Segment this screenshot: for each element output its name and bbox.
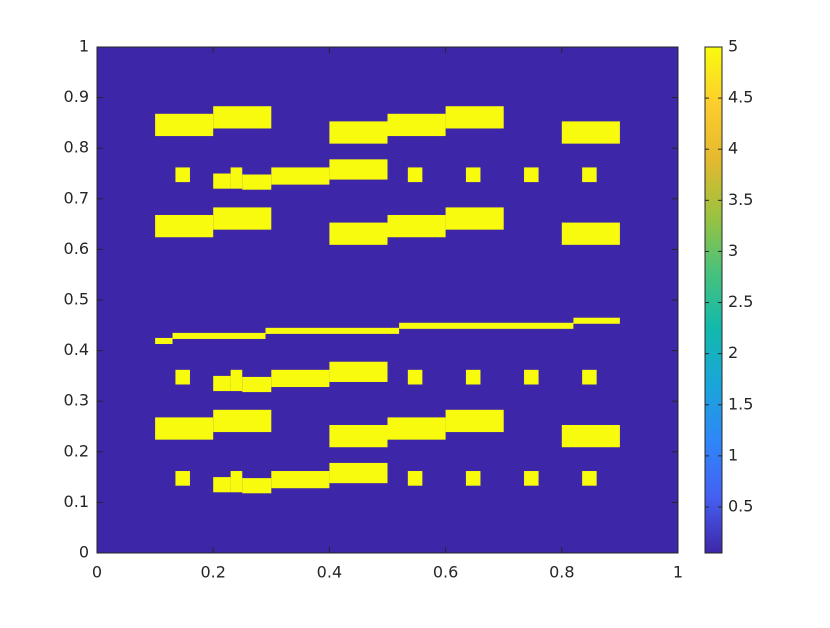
cell-block [155,417,214,440]
cell-block [465,471,481,486]
cell-block [582,369,597,385]
cell-block [175,167,190,183]
cell-block [175,471,190,486]
cell-block [465,167,481,183]
cell-block [329,424,388,448]
colorbar-tick-label: 3.5 [728,190,753,209]
cell-block [329,121,388,144]
cell-block [265,327,400,334]
cell-block [582,471,597,486]
cell-block [213,207,272,230]
cell-block [561,222,620,245]
colorbar [704,46,723,554]
y-tick-label: 0.5 [64,290,89,309]
cell-block [242,376,272,393]
cell-block [407,369,423,385]
x-tick-label: 0.6 [433,563,458,582]
cell-block [407,167,423,183]
cell-block [387,113,446,137]
cell-block [399,322,574,329]
cell-block [155,214,214,238]
cell-block [271,369,330,388]
cell-block [172,332,266,339]
cell-block [573,317,620,324]
colorbar-tick-label: 1 [728,445,738,464]
cell-block [271,167,330,185]
cell-block [230,471,243,493]
y-tick-label: 0.7 [64,188,89,207]
cell-block [175,369,190,385]
cell-block [329,361,388,382]
cell-block [213,409,272,433]
cell-block [271,471,330,489]
cell-block [445,106,504,129]
x-tick-label: 1 [673,563,683,582]
cell-block [387,417,446,440]
cell-block [242,478,272,494]
y-tick-label: 0.9 [64,87,89,106]
y-tick-label: 0.3 [64,391,89,410]
y-tick-label: 1 [79,37,89,56]
cell-block [213,375,231,392]
colorbar-tick-label: 2.5 [728,292,753,311]
cell-block [445,207,504,230]
cell-block [213,106,272,129]
cell-block [524,369,539,385]
y-tick-label: 0.6 [64,239,89,258]
x-tick-label: 0.8 [549,563,574,582]
cell-block [524,167,539,183]
y-tick-label: 0.1 [64,492,89,511]
cell-block [387,214,446,238]
x-tick-label: 0.2 [200,563,225,582]
y-tick-label: 0.2 [64,441,89,460]
colorbar-tick-label: 3 [728,241,738,260]
cell-block [329,462,388,484]
y-tick-label: 0.4 [64,340,89,359]
cell-block [561,424,620,448]
x-tick-label: 0 [92,563,102,582]
cell-block [230,167,243,189]
cell-block [230,369,243,392]
cell-block [329,159,388,180]
colorbar-tick-label: 4.5 [728,88,753,107]
colorbar-tick-label: 0.5 [728,497,753,516]
cell-block [561,121,620,144]
cell-block [582,167,597,183]
cell-block [213,477,231,493]
cell-block [524,471,539,486]
cell-block [445,409,504,433]
cell-block [155,337,173,345]
cell-block [155,113,214,137]
y-tick-label: 0.8 [64,138,89,157]
colorbar-tick-label: 5 [728,37,738,56]
colorbar-tick-label: 2 [728,343,738,362]
cell-block [213,173,231,189]
cell-block [242,174,272,190]
x-tick-label: 0.4 [317,563,342,582]
cell-block [329,222,388,245]
y-tick-label: 0 [79,543,89,562]
cell-block [407,471,423,486]
cell-block [465,369,481,385]
colorbar-tick-label: 1.5 [728,394,753,413]
colorbar-tick-label: 4 [728,139,738,158]
